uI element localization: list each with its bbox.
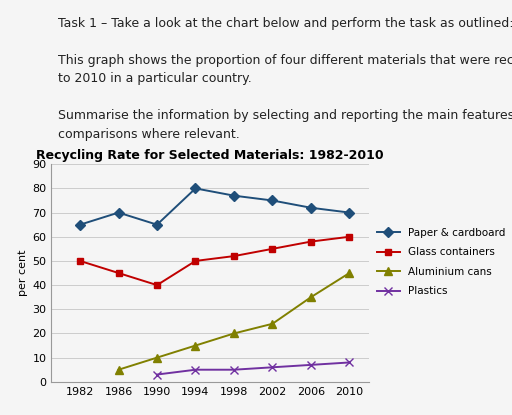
Aluminium cans	[231, 331, 237, 336]
Glass containers	[308, 239, 314, 244]
Plastics	[154, 372, 160, 377]
Legend: Paper & cardboard, Glass containers, Aluminium cans, Plastics: Paper & cardboard, Glass containers, Alu…	[377, 228, 506, 296]
Plastics	[193, 367, 199, 372]
Line: Paper & cardboard: Paper & cardboard	[77, 185, 353, 228]
Line: Glass containers: Glass containers	[77, 233, 353, 288]
Glass containers	[231, 254, 237, 259]
Glass containers	[346, 234, 352, 239]
Glass containers	[154, 283, 160, 288]
Title: Recycling Rate for Selected Materials: 1982-2010: Recycling Rate for Selected Materials: 1…	[36, 149, 383, 162]
Glass containers	[116, 271, 122, 276]
Paper & cardboard	[308, 205, 314, 210]
Paper & cardboard	[154, 222, 160, 227]
Paper & cardboard	[231, 193, 237, 198]
Plastics	[269, 365, 275, 370]
Glass containers	[269, 247, 275, 251]
Plastics	[346, 360, 352, 365]
Aluminium cans	[269, 321, 275, 326]
Line: Plastics: Plastics	[153, 358, 354, 379]
Aluminium cans	[116, 367, 122, 372]
Glass containers	[77, 259, 83, 264]
Plastics	[308, 362, 314, 367]
Paper & cardboard	[77, 222, 83, 227]
Text: Task 1 – Take a look at the chart below and perform the task as outlined:

This : Task 1 – Take a look at the chart below …	[57, 17, 512, 141]
Paper & cardboard	[346, 210, 352, 215]
Y-axis label: per cent: per cent	[18, 250, 28, 296]
Aluminium cans	[193, 343, 199, 348]
Line: Aluminium cans: Aluminium cans	[114, 269, 354, 374]
Paper & cardboard	[193, 186, 199, 191]
Paper & cardboard	[116, 210, 122, 215]
Plastics	[231, 367, 237, 372]
Aluminium cans	[308, 295, 314, 300]
Glass containers	[193, 259, 199, 264]
Aluminium cans	[154, 355, 160, 360]
Paper & cardboard	[269, 198, 275, 203]
Aluminium cans	[346, 271, 352, 276]
